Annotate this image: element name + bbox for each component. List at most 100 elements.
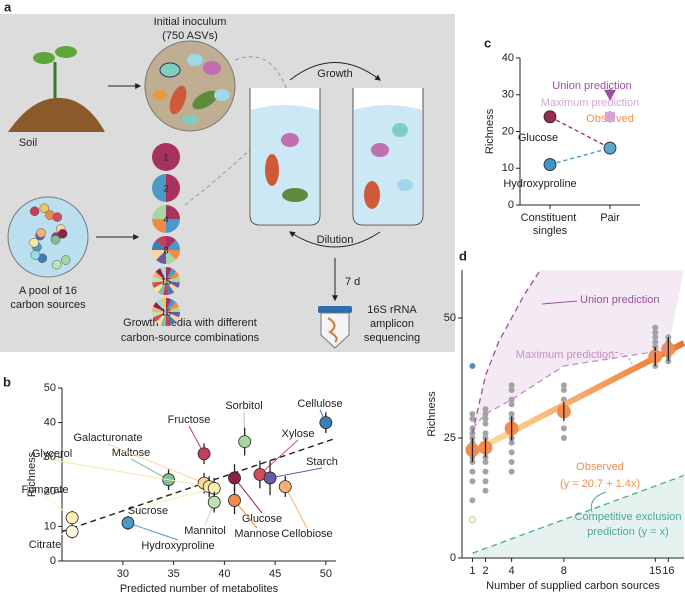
arrow	[289, 62, 381, 81]
x-tick-label: 50	[320, 568, 332, 580]
pie-slice	[166, 219, 180, 233]
x-tick-label: 2	[482, 565, 488, 577]
replicate-point	[469, 468, 476, 475]
panel-label: b	[3, 374, 11, 389]
data-point	[65, 525, 79, 538]
carbon-source-dot	[57, 229, 68, 239]
pie-slice	[166, 240, 180, 250]
series-label: Maximum prediction	[541, 97, 639, 109]
y-axis-label: Richness	[484, 108, 496, 154]
point-label: Sucrose	[128, 505, 168, 517]
leader-line	[234, 477, 263, 514]
pie-slice	[166, 281, 175, 295]
x-tick-label: 16	[662, 565, 674, 577]
pie-slice	[152, 306, 166, 312]
pie-slice	[153, 302, 166, 312]
y-tick-label: 20	[44, 486, 56, 498]
pie-slice	[152, 219, 166, 233]
series-label: Union prediction	[552, 80, 632, 92]
carbon-source-dot	[60, 255, 71, 265]
pie-slice	[166, 312, 180, 318]
data-point	[263, 471, 277, 485]
point-label: Citrate	[29, 539, 61, 551]
pie-slice	[166, 267, 172, 281]
data-point	[238, 435, 252, 449]
sequencing-label: amplicon	[370, 318, 414, 330]
data-point	[228, 471, 241, 485]
x-tick-label: 8	[561, 565, 567, 577]
pie-slice	[152, 174, 166, 202]
point-label: Sorbitol	[225, 400, 262, 412]
x-axis-label: Predicted number of metabolites	[120, 583, 279, 592]
y-tick-label: 10	[502, 162, 514, 174]
pie-slice	[160, 267, 166, 281]
carbon-source-dot	[36, 228, 46, 238]
replicate-point	[560, 425, 567, 432]
data-point	[228, 494, 241, 507]
y-tick-label: 20	[502, 125, 514, 137]
x-tick-label: 35	[168, 568, 180, 580]
sequencing-tube	[318, 306, 352, 349]
arrow	[289, 231, 381, 248]
inoculum-label: (750 ASVs)	[162, 30, 218, 42]
x-tick-label: 4	[509, 565, 515, 577]
pie-slice	[152, 205, 166, 219]
replicate-point	[652, 329, 659, 336]
pie-label: 16	[161, 307, 171, 317]
x-tick-label: 45	[269, 568, 281, 580]
data-point	[65, 511, 79, 525]
leader-line	[127, 522, 179, 541]
replicate-point	[508, 468, 515, 475]
pie-slice	[152, 240, 166, 250]
arrow	[609, 351, 633, 365]
pie-label: 1	[163, 152, 168, 162]
media-pie	[152, 143, 180, 171]
y-tick-label: 10	[44, 520, 56, 532]
replicate-point	[508, 382, 515, 389]
media-pie	[152, 205, 180, 233]
replicate-point	[560, 382, 567, 389]
replicate-point	[469, 497, 476, 504]
pie-slice	[155, 268, 166, 281]
pie-slice	[163, 281, 169, 296]
replicate-point	[469, 363, 476, 369]
replicate-point	[482, 430, 489, 437]
y-tick-label: 25	[444, 432, 456, 444]
y-tick-label: 30	[502, 89, 514, 101]
pie-label: 15	[161, 276, 171, 286]
replicate-point	[469, 415, 476, 422]
media-pie	[152, 236, 180, 264]
media-pie	[152, 174, 180, 202]
point-label: Galacturonate	[73, 432, 142, 444]
pie-slice	[152, 281, 166, 288]
prediction-region	[472, 270, 684, 434]
pie-label: 4	[163, 214, 168, 224]
inoculum-label: Initial inoculum	[154, 16, 227, 28]
soil-illustration	[8, 46, 105, 132]
pie-slice	[166, 250, 180, 260]
series-label: Observed	[576, 461, 624, 473]
pie-slice	[166, 298, 172, 312]
soil-label: Soil	[19, 137, 37, 149]
y-tick-label: 40	[502, 52, 514, 64]
replicate-point	[652, 324, 659, 331]
y-tick-label: 40	[44, 417, 56, 429]
series-label: Union prediction	[580, 294, 660, 306]
pie-slice	[166, 299, 176, 312]
annotation: prediction (y = x)	[587, 526, 669, 538]
replicate-point	[468, 516, 476, 524]
pie-slice	[160, 298, 166, 312]
series-label: Glucose	[518, 132, 558, 144]
carbon-source-dot	[30, 250, 41, 260]
y-tick-label: 0	[50, 555, 56, 567]
x-tick-label: 30	[117, 568, 129, 580]
pie-slice	[156, 250, 166, 264]
media-label: Growth media with different	[123, 317, 257, 329]
panel-label: a	[4, 0, 12, 14]
pie-slice	[156, 299, 166, 312]
data-point	[319, 416, 333, 430]
point-label: Cellobiose	[281, 528, 332, 540]
connector	[549, 116, 611, 149]
pie-slice	[152, 312, 166, 318]
